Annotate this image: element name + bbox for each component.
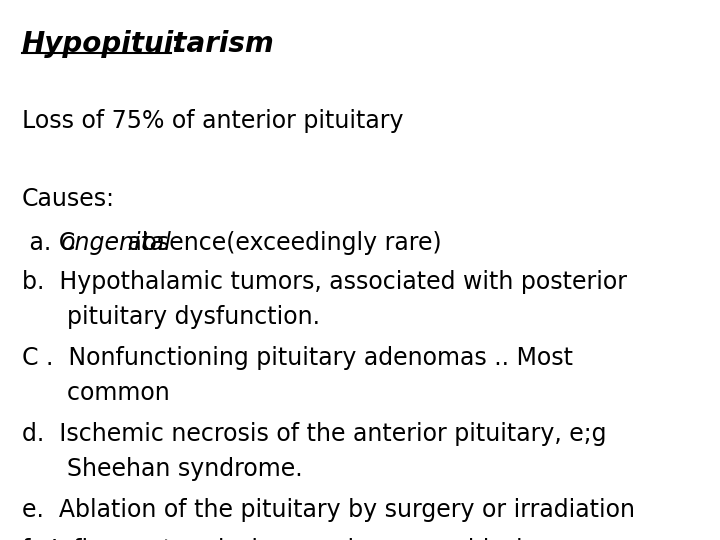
Text: Causes:: Causes: <box>22 187 114 211</box>
Text: Sheehan syndrome.: Sheehan syndrome. <box>22 457 302 481</box>
Text: absence(exceedingly rare): absence(exceedingly rare) <box>120 231 441 255</box>
Text: pituitary dysfunction.: pituitary dysfunction. <box>22 305 320 329</box>
Text: :: : <box>171 30 181 58</box>
Text: f.  Inflammatory lesions such as sarcoidosis or: f. Inflammatory lesions such as sarcoido… <box>22 538 566 540</box>
Text: d.  Ischemic necrosis of the anterior pituitary, e;g: d. Ischemic necrosis of the anterior pit… <box>22 422 606 447</box>
Text: Loss of 75% of anterior pituitary: Loss of 75% of anterior pituitary <box>22 109 403 132</box>
Text: e.  Ablation of the pituitary by surgery or irradiation: e. Ablation of the pituitary by surgery … <box>22 498 634 522</box>
Text: C .  Nonfunctioning pituitary adenomas .. Most: C . Nonfunctioning pituitary adenomas ..… <box>22 346 572 370</box>
Text: Hypopituitarism: Hypopituitarism <box>22 30 274 58</box>
Text: a. C: a. C <box>22 231 75 255</box>
Text: ongenital: ongenital <box>60 231 171 255</box>
Text: common: common <box>22 381 169 405</box>
Text: b.  Hypothalamic tumors, associated with posterior: b. Hypothalamic tumors, associated with … <box>22 270 626 294</box>
